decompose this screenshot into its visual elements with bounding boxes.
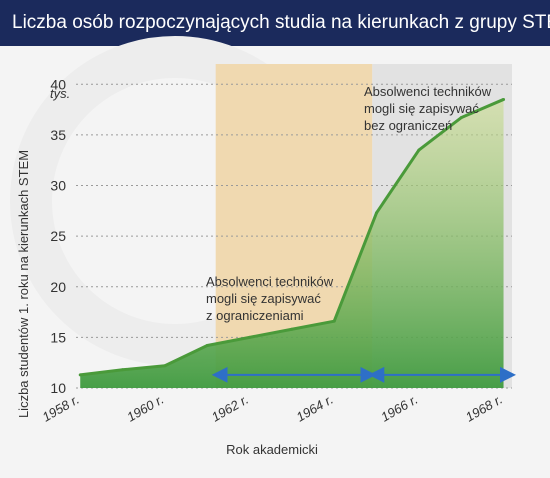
area-under-line [80, 99, 504, 388]
line-chart: 10 15 20 25 30 35 40 1958 r. 1960 r. 1962 r. 1964… [16, 64, 516, 457]
y-axis-ticks: 10 15 20 25 30 35 40 [50, 76, 66, 396]
annotation-limited-line-1: Absolwenci techników [206, 274, 334, 289]
y-tick-label-30: 30 [50, 178, 66, 194]
data-point-1959 [121, 368, 125, 372]
data-point-1966 [417, 148, 421, 152]
data-point-1964 [332, 319, 336, 323]
series-line [78, 97, 506, 377]
data-point-1961 [205, 343, 209, 347]
x-tick-label-1966: 1966 r. [378, 392, 420, 425]
annotation-limited: Absolwenci techników mogli się zapisywać… [206, 274, 337, 323]
annotation-limited-line-2: mogli się zapisywać [206, 291, 321, 306]
x-axis-title: Rok akademicki [226, 442, 318, 457]
y-tick-label-25: 25 [50, 228, 66, 244]
data-point-1965 [375, 211, 379, 215]
y-tick-label-35: 35 [50, 127, 66, 143]
x-tick-label-1962: 1962 r. [209, 392, 251, 425]
x-tick-label-1958: 1958 r. [40, 392, 82, 425]
x-axis-ticks: 1958 r. 1960 r. 1962 r. 1964 r. 1966 r. 1968 … [40, 392, 505, 425]
x-tick-label-1964: 1964 r. [294, 392, 336, 425]
area-fill [80, 99, 504, 388]
annotation-unlimited: Absolwenci techników mogli się zapisywać… [364, 84, 495, 133]
chart-title: Liczba osób rozpoczynających studia na k… [0, 0, 550, 46]
annotation-unlimited-line-2: mogli się zapisywać [364, 101, 479, 116]
data-point-1958 [78, 373, 82, 377]
y-unit-label: tys. [50, 86, 70, 101]
y-tick-label-20: 20 [50, 279, 66, 295]
y-tick-label-40: 40 [50, 76, 66, 92]
annotation-limited-line-3: z ograniczeniami [206, 308, 304, 323]
data-point-1967 [459, 116, 463, 120]
y-tick-label-15: 15 [50, 329, 66, 345]
y-tick-label-10: 10 [50, 380, 66, 396]
x-tick-label-1968: 1968 r. [463, 392, 505, 425]
data-point-1963 [290, 327, 294, 331]
data-point-1962 [248, 335, 252, 339]
data-point-1960 [163, 364, 167, 368]
data-point-1968 [502, 97, 506, 101]
x-tick-label-1960: 1960 r. [124, 392, 166, 425]
annotation-unlimited-line-1: Absolwenci techników [364, 84, 492, 99]
y-axis-title: Liczba studentów 1. roku na kierunkach S… [16, 150, 31, 418]
annotation-unlimited-line-3: bez ograniczeń [364, 118, 452, 133]
